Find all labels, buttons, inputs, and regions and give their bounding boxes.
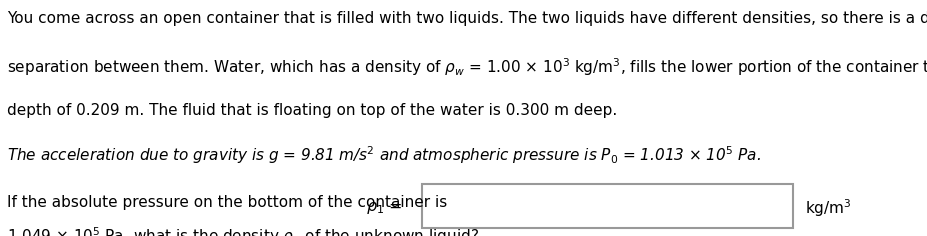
Text: The acceleration due to gravity is $g$ = 9.81 m/s$^2$ and atmospheric pressure i: The acceleration due to gravity is $g$ =…: [7, 144, 761, 166]
Text: kg/m$^3$: kg/m$^3$: [805, 197, 851, 219]
Text: 1.049 $\times$ 10$^5$ Pa, what is the density $\rho_1$ of the unknown liquid?: 1.049 $\times$ 10$^5$ Pa, what is the de…: [7, 225, 479, 236]
Text: You come across an open container that is filled with two liquids. The two liqui: You come across an open container that i…: [7, 11, 927, 26]
Text: If the absolute pressure on the bottom of the container is: If the absolute pressure on the bottom o…: [7, 195, 448, 210]
Text: depth of 0.209 m. The fluid that is floating on top of the water is 0.300 m deep: depth of 0.209 m. The fluid that is floa…: [7, 103, 617, 118]
Text: $\rho_1$ =: $\rho_1$ =: [366, 200, 402, 216]
Text: separation between them. Water, which has a density of $\rho_w$ = 1.00 $\times$ : separation between them. Water, which ha…: [7, 57, 927, 78]
